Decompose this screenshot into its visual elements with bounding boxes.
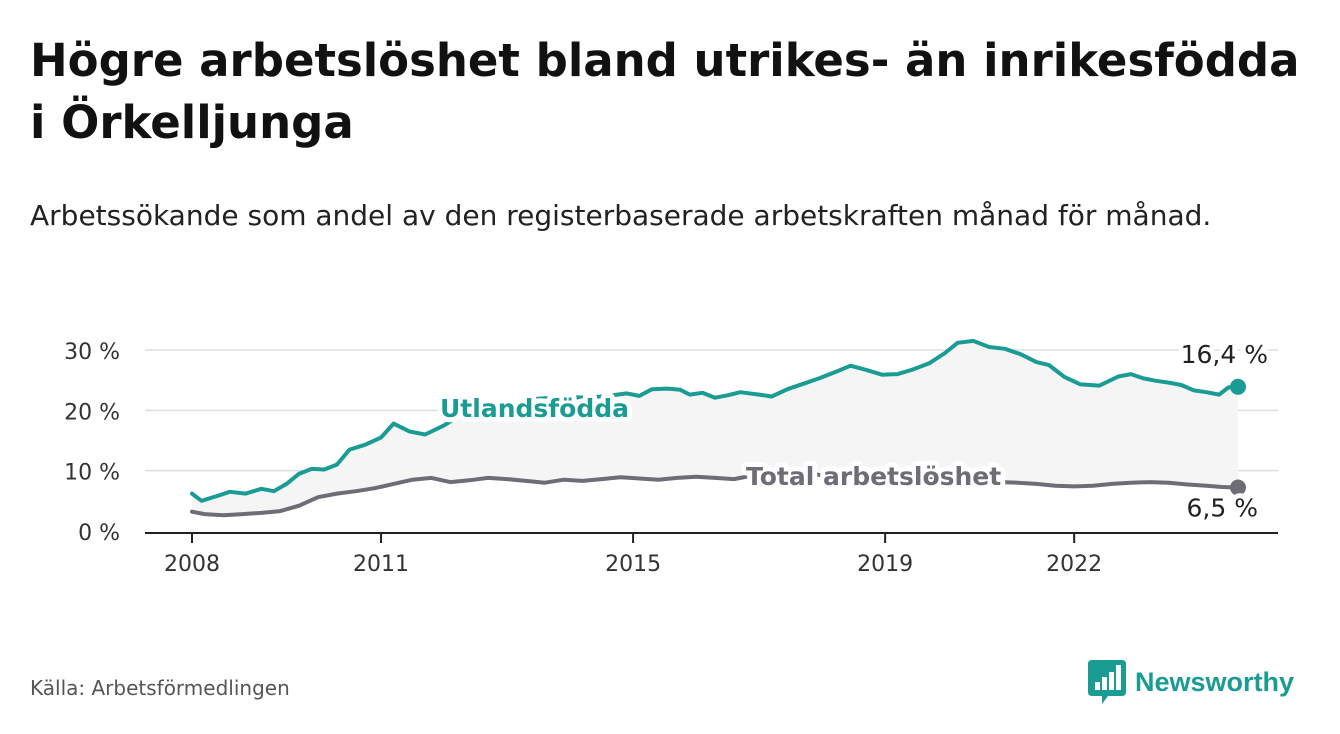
x-tick-label: 2022 — [1046, 552, 1102, 577]
series-line-utlandsfodda — [190, 338, 1240, 503]
series-lines — [190, 338, 1246, 518]
x-tick-label: 2015 — [605, 552, 661, 577]
series-label-total-halo: Total arbetslöshet — [746, 462, 1001, 491]
y-tick-label: 30 % — [64, 340, 120, 365]
end-value-total: 6,5 % — [1187, 494, 1258, 523]
series-line-total — [190, 468, 1240, 518]
chart-subtitle: Arbetssökande som andel av den registerb… — [30, 199, 1212, 232]
line-chart: 0 % 10 % 20 % 30 % 2008 2011 2015 2019 2022 Utl… — [64, 335, 1278, 577]
end-value-utlandsfodda: 16,4 % — [1181, 340, 1268, 369]
series-label-utlandsfodda-halo: Utlandsfödda — [440, 394, 629, 423]
series-line-utlandsfodda-end-marker — [1230, 378, 1246, 395]
y-tick-label: 20 % — [64, 400, 120, 425]
series-label-utlandsfodda: Utlandsfödda — [440, 394, 629, 423]
brand-logo: Newsworthy — [1088, 660, 1294, 704]
source-note: Källa: Arbetsförmedlingen — [30, 676, 290, 700]
series-label-total: Total arbetslöshet — [746, 462, 1001, 491]
x-tick-label: 2011 — [353, 552, 409, 577]
chart-title: Högre arbetslöshet bland utrikes- än inr… — [30, 34, 1300, 149]
x-tick-label: 2008 — [164, 552, 220, 577]
end-value-total-halo: 6,5 % — [1187, 494, 1258, 523]
x-axis: 2008 2011 2015 2019 2022 — [145, 532, 1278, 577]
newsworthy-logo-icon — [1088, 660, 1126, 704]
gap-area — [192, 340, 1238, 516]
gap-fill-area — [192, 340, 1238, 516]
y-tick-label: 10 % — [64, 461, 120, 486]
series-line-total-end-marker — [1230, 479, 1246, 496]
end-value-utlandsfodda-halo: 16,4 % — [1181, 340, 1268, 369]
x-tick-label: 2019 — [857, 552, 913, 577]
brand-name: Newsworthy — [1135, 666, 1295, 697]
y-tick-label: 0 % — [78, 521, 120, 546]
